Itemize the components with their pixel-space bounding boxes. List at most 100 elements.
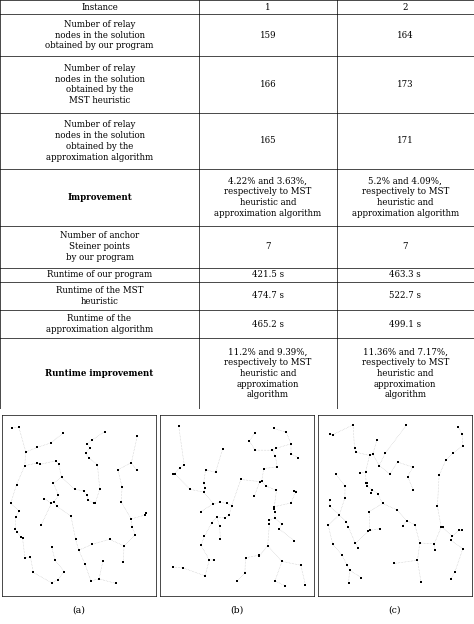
Point	[430, 539, 438, 548]
Point	[16, 506, 23, 516]
Point	[351, 443, 358, 453]
Point	[59, 428, 67, 438]
Text: Runtime of the MST
heuristic: Runtime of the MST heuristic	[56, 286, 143, 306]
Point	[117, 497, 125, 507]
Point	[53, 501, 61, 511]
Point	[345, 578, 352, 588]
Text: 421.5 s: 421.5 s	[252, 270, 284, 280]
Point	[101, 427, 109, 437]
Point	[179, 563, 187, 573]
Point	[255, 550, 263, 560]
Point	[265, 515, 273, 525]
Point	[260, 464, 267, 474]
Point	[459, 441, 466, 451]
Point	[417, 577, 425, 587]
Text: (c): (c)	[389, 605, 401, 615]
Point	[18, 533, 26, 543]
Point	[200, 487, 208, 497]
Point	[255, 551, 263, 561]
Point	[17, 532, 25, 542]
Point	[12, 524, 19, 534]
Point	[287, 439, 295, 449]
Point	[356, 468, 364, 478]
Text: Runtime of our program: Runtime of our program	[47, 270, 152, 280]
Point	[264, 540, 272, 550]
Text: 499.1 s: 499.1 s	[389, 319, 421, 329]
Point	[96, 484, 103, 494]
Point	[86, 443, 93, 453]
Text: 7: 7	[402, 242, 408, 251]
Point	[60, 567, 68, 577]
Text: Runtime improvement: Runtime improvement	[46, 369, 154, 378]
Point	[374, 489, 382, 499]
Point	[278, 519, 286, 529]
Point	[95, 574, 103, 584]
Point	[451, 567, 459, 577]
Point	[251, 445, 259, 455]
Point	[327, 429, 334, 439]
Point	[292, 487, 300, 497]
Point	[352, 447, 360, 457]
Point	[7, 499, 14, 509]
Text: 159: 159	[259, 31, 276, 40]
Point	[106, 534, 113, 544]
Text: 173: 173	[397, 80, 413, 89]
Point	[72, 534, 79, 544]
Point	[228, 501, 236, 511]
Point	[449, 449, 456, 459]
Point	[81, 558, 89, 568]
Point	[363, 481, 371, 491]
Point	[54, 575, 62, 585]
Point	[302, 580, 310, 590]
Text: 166: 166	[259, 80, 276, 89]
Point	[379, 499, 386, 509]
Point	[386, 469, 394, 479]
Point	[367, 488, 374, 498]
Point	[283, 427, 290, 437]
Point	[411, 520, 419, 530]
Point	[326, 495, 333, 505]
Point	[21, 553, 29, 563]
Point	[90, 498, 97, 508]
Point	[251, 428, 259, 438]
Point	[345, 522, 352, 532]
Point	[169, 562, 177, 572]
Point	[447, 535, 454, 545]
Point	[393, 505, 401, 515]
Point	[41, 494, 48, 504]
Point	[375, 461, 383, 470]
Point	[197, 507, 205, 517]
Point	[454, 422, 462, 432]
Point	[341, 481, 349, 491]
Point	[48, 578, 55, 588]
Text: 522.7 s: 522.7 s	[389, 291, 421, 301]
Point	[187, 484, 194, 494]
Point	[34, 442, 41, 452]
Point	[128, 514, 135, 524]
Point	[369, 449, 377, 459]
Point	[217, 497, 224, 507]
Text: 164: 164	[397, 31, 414, 40]
Point	[410, 485, 417, 495]
Point	[362, 478, 370, 488]
Point	[399, 520, 407, 530]
Point	[459, 525, 466, 535]
Point	[455, 525, 463, 535]
Point	[71, 484, 79, 494]
Text: 4.22% and 3.63%,
respectively to MST
heuristic and
approximation algorithm: 4.22% and 3.63%, respectively to MST heu…	[214, 177, 321, 218]
Point	[242, 553, 249, 563]
Point	[201, 531, 208, 541]
Point	[447, 574, 455, 584]
Point	[366, 525, 374, 535]
Text: Instance: Instance	[81, 2, 118, 12]
Point	[404, 472, 411, 482]
Point	[438, 522, 445, 532]
Point	[365, 507, 373, 517]
Point	[287, 498, 295, 508]
Point	[13, 527, 21, 537]
Point	[365, 527, 372, 537]
Point	[458, 429, 466, 439]
Point	[341, 493, 348, 503]
Point	[349, 420, 357, 430]
Point	[297, 560, 305, 570]
